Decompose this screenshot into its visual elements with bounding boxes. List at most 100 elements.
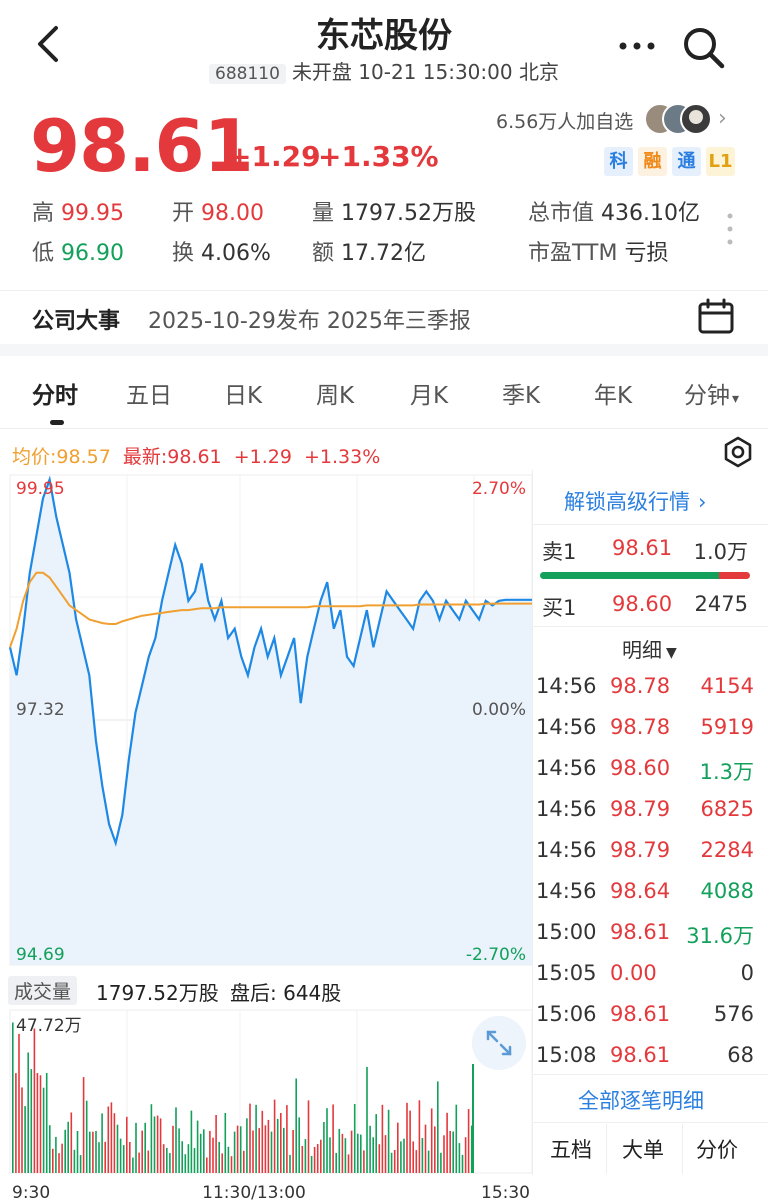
volume-bar: [64, 1129, 66, 1173]
buy1-label: 买1: [542, 596, 577, 620]
section-divider: [0, 344, 768, 356]
volume-bar: [110, 1102, 113, 1173]
volume-bar: [437, 1081, 439, 1173]
expand-icon[interactable]: [472, 1016, 526, 1070]
volume-bar: [233, 1131, 236, 1173]
volume-bar: [73, 1149, 76, 1173]
volume-bar: [175, 1107, 177, 1173]
volume-bar: [132, 1157, 134, 1173]
tick-time: 15:05: [536, 961, 597, 985]
latest-price-label: 最新:98.61: [122, 446, 222, 468]
volume-bar: [470, 1125, 473, 1173]
calendar-icon[interactable]: [696, 296, 736, 336]
volume-bar: [193, 1148, 196, 1173]
volume-bar: [347, 1154, 350, 1173]
tab-price-distribution[interactable]: 分价: [696, 1138, 738, 1162]
volume-bar: [443, 1135, 445, 1173]
tab-daily-k[interactable]: 日K: [224, 383, 263, 409]
tick-price: 98.64: [610, 879, 671, 903]
panel-divider: [606, 1124, 607, 1174]
volume-bar: [236, 1125, 239, 1173]
volume-bar: [304, 1139, 307, 1173]
volume-bar: [147, 1150, 150, 1173]
tick-price: 0.00: [610, 961, 657, 985]
tick-time: 14:56: [536, 879, 597, 903]
volume-bar: [369, 1125, 371, 1173]
tab-quarterly-k[interactable]: 季K: [502, 383, 541, 409]
volume-bar: [387, 1109, 390, 1173]
volume-bar: [224, 1113, 227, 1173]
tick-detail-header[interactable]: 明细 ▼: [622, 638, 677, 662]
stock-code: 688110: [209, 64, 286, 84]
all-ticks-link[interactable]: 全部逐笔明细: [578, 1089, 704, 1113]
volume-bar: [458, 1143, 461, 1173]
company-events-bar[interactable]: [0, 290, 768, 344]
after-hours-volume: 盘后: 644股: [230, 981, 342, 1005]
intraday-chart[interactable]: 99.95 97.32 94.69 2.70% 0.00% -2.70% 47.…: [0, 470, 532, 1201]
tab-intraday[interactable]: 分时: [32, 383, 78, 409]
volume-bar: [461, 1154, 464, 1173]
tab-large-orders[interactable]: 大单: [622, 1138, 664, 1162]
tick-volume: 5919: [700, 715, 754, 739]
tick-time: 14:56: [536, 715, 597, 739]
volume-bar: [129, 1142, 131, 1173]
back-icon[interactable]: [28, 22, 72, 66]
tab-yearly-k[interactable]: 年K: [594, 383, 633, 409]
volume-bar: [181, 1141, 183, 1173]
volume-bar: [403, 1138, 405, 1173]
volume-bar: [400, 1141, 402, 1173]
volume-bar: [384, 1135, 387, 1173]
tab-weekly-k[interactable]: 周K: [316, 383, 355, 409]
volume-bar: [144, 1122, 146, 1173]
search-icon[interactable]: [678, 22, 728, 72]
volume-bar: [313, 1147, 316, 1173]
tab-monthly-k[interactable]: 月K: [410, 383, 449, 409]
volume-bar: [135, 1122, 137, 1173]
tag-margin: 融: [638, 147, 667, 176]
more-icon[interactable]: [612, 24, 662, 64]
tick-time: 14:56: [536, 674, 597, 698]
volume-bar: [338, 1128, 341, 1173]
volume-bar: [239, 1126, 242, 1173]
settings-icon[interactable]: [722, 436, 754, 468]
more-stats-icon[interactable]: [722, 212, 738, 246]
volume-bar: [249, 1103, 251, 1173]
chevron-right-icon[interactable]: ›: [718, 106, 727, 131]
tab-five-levels[interactable]: 五档: [550, 1138, 592, 1162]
order-panel-tabs: [532, 1122, 768, 1174]
unlock-advanced-quotes-link[interactable]: 解锁高级行情 ›: [564, 490, 707, 514]
tick-time: 14:56: [536, 756, 597, 780]
volume-bar: [206, 1157, 208, 1173]
volume-bar: [58, 1153, 60, 1173]
volume-bar: [104, 1141, 106, 1173]
volume-bar: [472, 1064, 474, 1173]
volume-bar: [70, 1112, 73, 1173]
tab-5day[interactable]: 五日: [126, 383, 172, 409]
volume-bar: [424, 1124, 427, 1173]
volume-bar: [467, 1109, 470, 1173]
company-event-text[interactable]: 2025-10-29发布 2025年三季报: [148, 309, 471, 334]
volume-label[interactable]: 成交量: [8, 976, 78, 1005]
volume-bar: [246, 1118, 248, 1173]
volume-bar: [289, 1154, 291, 1173]
panel-divider: [532, 524, 768, 525]
tick-time: 15:08: [536, 1043, 597, 1067]
stat-turnover: 换 4.06%: [172, 241, 271, 266]
volume-bar: [126, 1116, 128, 1173]
volume-bar: [323, 1122, 325, 1173]
volume-bar: [464, 1137, 467, 1173]
stat-market-cap: 总市值 436.10亿: [528, 201, 700, 226]
follower-avatars[interactable]: [644, 102, 712, 136]
volume-bar: [372, 1137, 374, 1173]
sell1-volume: 1.0万: [693, 540, 748, 564]
price-area-fill: [10, 479, 532, 965]
volume-bar: [162, 1144, 165, 1173]
volume-bar: [95, 1131, 97, 1173]
volume-bar: [449, 1131, 451, 1173]
tab-minute[interactable]: 分钟 ▾: [684, 383, 740, 409]
volume-bar: [393, 1150, 396, 1173]
volume-bar: [320, 1139, 322, 1173]
follower-count[interactable]: 6.56万人加自选: [496, 111, 634, 133]
volume-bar: [79, 1155, 82, 1173]
volume-bar: [270, 1131, 273, 1173]
